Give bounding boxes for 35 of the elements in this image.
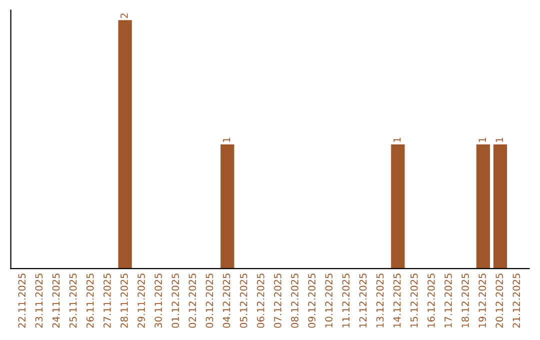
x-tick-label: 06.12.2025 [256, 274, 264, 328]
data-label: 1 [222, 138, 230, 142]
data-label: 1 [393, 138, 401, 142]
data-label: 1 [478, 138, 486, 142]
x-tick-label: 19.12.2025 [478, 274, 486, 328]
x-tick-label: 14.12.2025 [393, 274, 401, 328]
x-tick-label: 25.11.2025 [69, 274, 77, 328]
x-tick-label: 21.12.2025 [512, 274, 520, 328]
x-tick-label: 29.11.2025 [138, 274, 145, 328]
x-tick-label: 24.11.2025 [52, 274, 60, 328]
data-label: 2 [120, 14, 128, 18]
x-tick-label: 16.12.2025 [427, 274, 435, 328]
x-tick-label: 13.12.2025 [376, 274, 384, 328]
x-tick-label: 18.12.2025 [462, 274, 469, 328]
x-tick-label: 27.11.2025 [103, 274, 111, 328]
x-tick-label: 01.12.2025 [172, 274, 180, 328]
x-tick-label: 15.12.2025 [410, 274, 418, 328]
x-tick-label: 09.12.2025 [308, 274, 316, 328]
data-label: 1 [496, 138, 503, 142]
x-tick-label: 10.12.2025 [325, 274, 333, 328]
x-tick-label: 30.11.2025 [154, 274, 162, 328]
x-tick-label: 05.12.2025 [240, 274, 248, 328]
x-tick-label: 26.11.2025 [86, 274, 94, 328]
x-tick-label: 03.12.2025 [206, 274, 214, 328]
x-tick-label: 04.12.2025 [222, 274, 230, 328]
x-tick-label: 11.12.2025 [342, 274, 350, 328]
x-tick-label: 23.11.2025 [35, 274, 43, 328]
x-tick-label: 28.11.2025 [120, 274, 128, 328]
x-tick-label: 22.11.2025 [18, 274, 26, 328]
x-tick-label: 02.12.2025 [188, 274, 196, 328]
x-tick-label: 20.12.2025 [496, 274, 504, 328]
x-tick-label: 12.12.2025 [359, 274, 367, 328]
x-tick-label: 08.12.2025 [291, 274, 298, 328]
x-tick-label: 17.12.2025 [444, 274, 452, 328]
x-tick-label: 07.12.2025 [274, 274, 282, 328]
